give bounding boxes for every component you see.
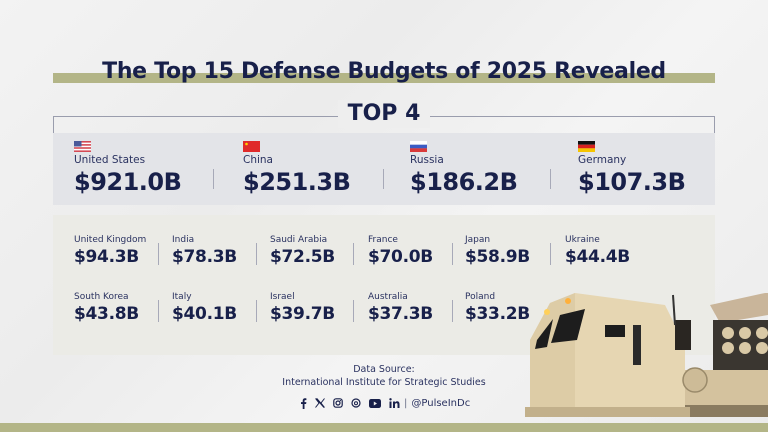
page-title: The Top 15 Defense Budgets of 2025 Revea… <box>102 59 666 84</box>
data-source-name: International Institute for Strategic St… <box>282 377 486 388</box>
linkedin-icon[interactable] <box>389 398 400 408</box>
budget-value: $43.8B <box>74 304 139 324</box>
country-name: Italy <box>172 292 192 302</box>
russia-flag-icon <box>410 141 427 152</box>
divider <box>452 243 453 265</box>
top4-heading: TOP 4 <box>0 100 768 128</box>
country-name: Australia <box>368 292 408 302</box>
country-card-south-korea: South Korea $43.8B <box>74 292 139 325</box>
data-source-label: Data Source: <box>353 364 415 375</box>
country-name: United Kingdom <box>74 235 147 245</box>
country-name: Germany <box>578 154 627 166</box>
country-name: Ukraine <box>565 235 600 245</box>
divider <box>383 169 384 189</box>
country-card-india: India $78.3B <box>172 235 237 268</box>
budget-value: $33.2B <box>465 304 530 324</box>
rocket-launcher-vehicle-image <box>525 293 768 417</box>
divider <box>452 300 453 322</box>
youtube-icon[interactable] <box>369 398 381 408</box>
social-handle[interactable]: @PulseInDc <box>411 397 471 409</box>
budget-value: $39.7B <box>270 304 335 324</box>
facebook-icon[interactable] <box>300 397 307 409</box>
budget-value: $70.0B <box>368 247 433 267</box>
instagram-icon[interactable] <box>333 398 343 408</box>
country-name: United States <box>74 154 146 166</box>
x-icon[interactable] <box>315 398 325 408</box>
top4-label: TOP 4 <box>337 100 431 128</box>
divider <box>550 243 551 265</box>
country-card-united-kingdom: United Kingdom $94.3B <box>74 235 146 268</box>
social-bar: | @PulseInDc <box>300 395 470 411</box>
country-name: South Korea <box>74 292 129 302</box>
threads-icon[interactable] <box>351 398 361 408</box>
country-card-france: France $70.0B <box>368 235 433 268</box>
budget-value: $78.3B <box>172 247 237 267</box>
divider <box>256 243 257 265</box>
divider <box>550 169 551 189</box>
budget-value: $40.1B <box>172 304 237 324</box>
budget-value: $251.3B <box>243 168 351 196</box>
budget-value: $186.2B <box>410 168 518 196</box>
divider <box>158 300 159 322</box>
country-card-italy: Italy $40.1B <box>172 292 237 325</box>
china-flag-icon <box>243 141 260 152</box>
budget-value: $58.9B <box>465 247 530 267</box>
budget-value: $921.0B <box>74 168 182 196</box>
budget-value: $72.5B <box>270 247 335 267</box>
bottom-accent-strip <box>0 423 768 432</box>
country-card-ukraine: Ukraine $44.4B <box>565 235 630 268</box>
us-flag-icon <box>74 141 91 152</box>
title-highlight <box>53 73 715 83</box>
country-card-russia: Russia $186.2B <box>410 141 518 197</box>
country-name: Saudi Arabia <box>270 235 328 245</box>
country-name: Japan <box>465 235 491 245</box>
country-card-china: China $251.3B <box>243 141 351 197</box>
country-name: France <box>368 235 398 245</box>
divider <box>256 300 257 322</box>
country-card-japan: Japan $58.9B <box>465 235 530 268</box>
country-name: Russia <box>410 154 444 166</box>
country-card-united-states: United States $921.0B <box>74 141 182 197</box>
divider <box>213 169 214 189</box>
country-name: China <box>243 154 273 166</box>
country-card-germany: Germany $107.3B <box>578 141 686 197</box>
social-separator: | <box>404 397 408 409</box>
divider <box>353 300 354 322</box>
divider <box>353 243 354 265</box>
country-card-israel: Israel $39.7B <box>270 292 335 325</box>
country-name: India <box>172 235 195 245</box>
country-card-poland: Poland $33.2B <box>465 292 530 325</box>
budget-value: $44.4B <box>565 247 630 267</box>
country-card-saudi-arabia: Saudi Arabia $72.5B <box>270 235 335 268</box>
divider <box>158 243 159 265</box>
country-name: Israel <box>270 292 295 302</box>
top4-panel: United States $921.0B China $251.3B Russ… <box>53 133 715 205</box>
budget-value: $107.3B <box>578 168 686 196</box>
budget-value: $94.3B <box>74 247 139 267</box>
country-card-australia: Australia $37.3B <box>368 292 433 325</box>
data-source: Data Source: International Institute for… <box>234 363 534 389</box>
country-name: Poland <box>465 292 496 302</box>
germany-flag-icon <box>578 141 595 152</box>
budget-value: $37.3B <box>368 304 433 324</box>
title-block: The Top 15 Defense Budgets of 2025 Revea… <box>53 58 715 88</box>
